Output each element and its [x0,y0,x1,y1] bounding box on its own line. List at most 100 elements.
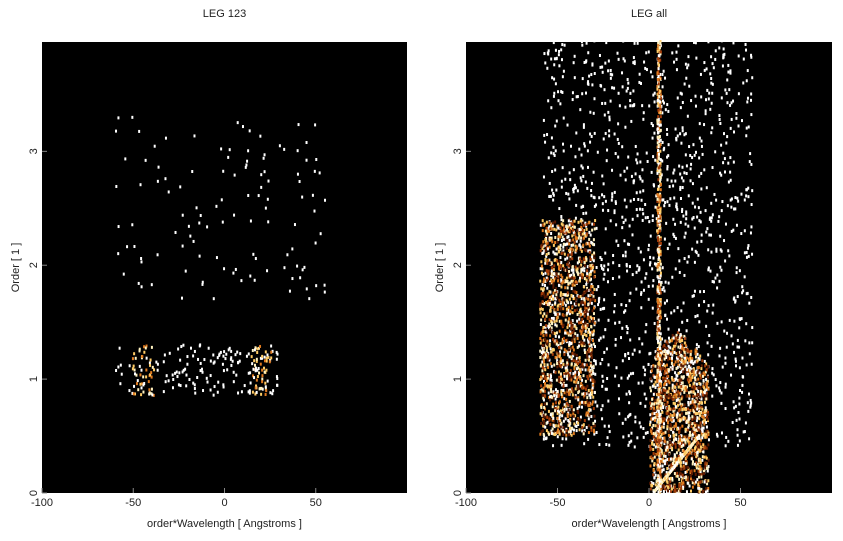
heat-pixel [751,252,754,256]
heat-pixel [313,169,316,173]
heat-pixel [658,289,661,293]
heat-pixel [657,352,660,356]
heat-pixel [572,432,575,436]
heat-pixel [724,361,727,365]
heat-pixel [575,420,578,424]
heat-pixel [566,235,569,239]
heat-pixel [559,226,562,230]
heat-pixel [628,374,631,378]
heat-pixel [542,374,545,378]
heat-pixel [554,370,557,374]
heat-pixel [677,398,680,402]
heat-pixel [694,480,697,484]
heat-pixel [706,466,709,470]
heat-pixel [580,340,583,344]
heat-pixel [590,372,593,376]
heat-pixel [663,301,666,305]
heat-pixel [630,174,633,178]
heat-pixel [668,425,671,429]
heat-pixel [553,430,556,434]
heat-pixel [542,422,545,426]
heat-pixel [587,51,590,55]
heat-pixel [574,362,577,366]
heat-pixel [550,57,553,61]
heat-pixel [663,289,666,293]
heat-pixel [563,229,566,233]
heat-pixel [676,391,679,395]
heat-pixel [750,55,753,59]
heat-pixel [574,424,577,428]
heat-pixel [562,432,565,436]
heat-pixel [677,345,680,349]
heat-pixel [558,415,561,419]
heat-pixel [688,391,691,395]
heat-pixel [541,388,544,392]
heat-pixel [709,72,712,76]
heat-pixel [145,368,148,372]
heat-pixel [745,255,748,259]
heat-pixel [570,405,573,409]
heat-pixel [699,438,702,442]
heat-pixel [592,295,595,299]
heat-pixel [698,424,701,428]
heat-pixel [570,243,573,247]
heat-pixel [628,224,631,228]
heat-pixel [592,371,595,375]
heat-pixel [565,307,568,311]
heat-pixel [585,413,588,417]
heat-pixel [574,244,577,248]
heat-pixel [681,165,684,169]
heat-pixel [264,393,267,397]
heat-pixel [562,69,565,73]
heat-pixel [644,203,647,207]
heat-pixel [593,432,596,436]
heat-pixel [653,262,656,266]
heat-pixel [546,384,549,388]
heat-pixel [726,78,729,82]
heat-pixel [687,447,690,451]
heat-pixel [703,382,706,386]
heat-pixel [201,280,204,284]
heat-pixel [684,462,687,466]
heat-pixel [678,487,681,491]
heat-pixel [549,378,552,382]
heat-pixel [609,219,612,223]
heat-pixel [275,375,278,379]
heat-pixel [704,392,707,396]
heat-pixel [553,264,556,268]
heat-pixel [742,430,745,434]
heat-pixel [654,452,657,456]
heat-pixel [660,401,663,405]
heat-pixel [582,243,585,247]
heat-pixel [572,238,575,242]
heat-pixel [735,223,738,227]
heat-pixel [228,148,231,152]
heat-pixel [673,350,676,354]
heat-pixel [564,318,567,322]
heat-pixel [681,207,684,211]
heat-pixel [689,445,692,449]
heat-pixel [565,224,568,228]
heat-pixel [614,152,617,156]
heat-pixel [680,336,683,340]
heat-pixel [584,358,587,362]
heat-pixel [556,296,559,300]
heat-pixel [156,253,159,257]
heat-pixel [562,116,565,120]
heat-pixel [688,443,691,447]
heat-pixel [666,425,669,429]
heat-pixel [570,426,573,430]
heat-pixel [681,101,684,105]
heat-pixel [679,471,682,475]
heat-pixel [583,428,586,432]
heat-pixel [653,455,656,459]
heat-pixel [551,352,554,356]
heat-pixel [591,266,594,270]
heat-pixel [630,431,633,435]
heat-pixel [660,380,663,384]
heat-pixel [653,100,656,104]
heat-pixel [649,389,652,393]
heat-pixel [323,290,326,294]
heat-pixel [572,187,575,191]
heat-pixel [672,407,675,411]
